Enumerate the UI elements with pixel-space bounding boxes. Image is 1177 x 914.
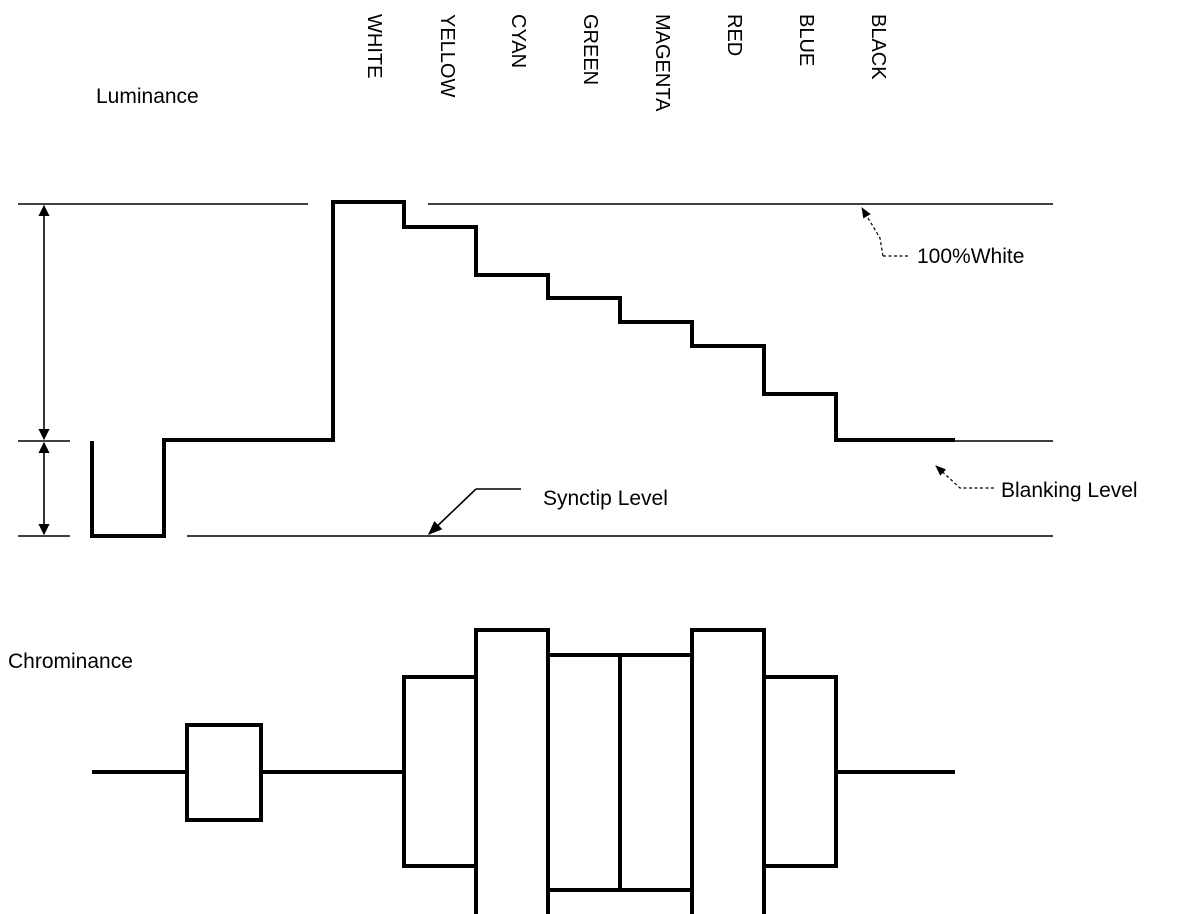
chroma-bar-magenta [618, 653, 694, 892]
blanking-level-pointer [935, 465, 994, 489]
synctip-level-label: Synctip Level [543, 487, 668, 510]
luminance-waveform [90, 200, 955, 538]
bar-label-black: BLACK [867, 14, 889, 80]
chroma-bar-red [690, 628, 766, 914]
synctip-level-pointer [427, 488, 477, 535]
chroma-burst [185, 723, 263, 822]
chroma-bar-yellow [402, 675, 478, 868]
chroma-bar-cyan [474, 628, 550, 914]
chroma-bar-green [546, 653, 622, 892]
bar-label-white: WHITE [363, 14, 385, 78]
bar-label-yellow: YELLOW [436, 14, 458, 97]
chroma-bar-blue [762, 675, 838, 868]
white-level-label: 100%White [917, 245, 1024, 268]
bar-label-magenta: MAGENTA [651, 14, 673, 112]
bar-labels: WHITE YELLOW CYAN GREEN MAGENTA RED BLUE… [363, 14, 889, 112]
bar-label-cyan: CYAN [507, 14, 529, 68]
chrominance-label: Chrominance [8, 650, 133, 673]
white-level-pointer [861, 207, 884, 257]
bar-label-blue: BLUE [795, 14, 817, 66]
bar-label-red: RED [723, 14, 745, 56]
chrominance-waveform [92, 628, 955, 914]
luminance-label: Luminance [96, 85, 199, 108]
blanking-level-label: Blanking Level [1001, 479, 1138, 502]
bar-label-green: GREEN [579, 14, 601, 85]
